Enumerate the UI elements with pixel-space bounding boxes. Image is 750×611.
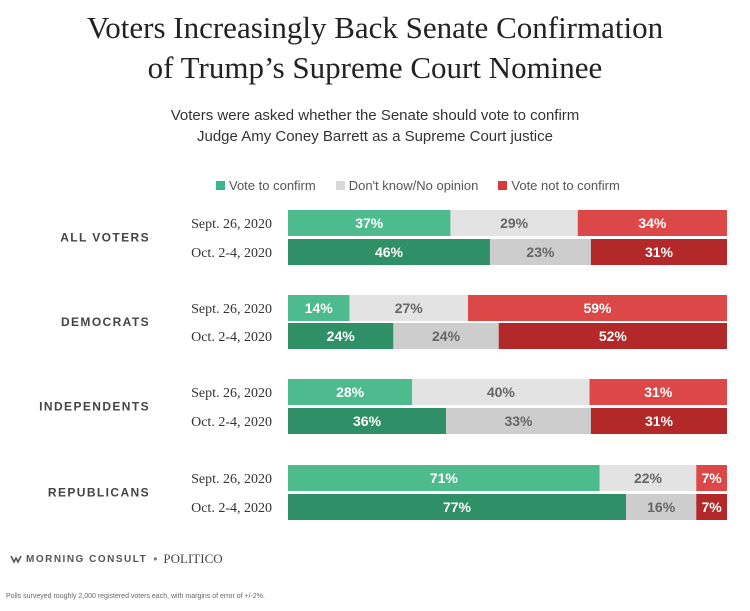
bar-label-independents-2-not-confirm: 31% bbox=[645, 413, 674, 429]
row-date-label-democrats-1: Sept. 26, 2020 bbox=[191, 302, 272, 317]
bar-democrats-2-no-opinion bbox=[393, 323, 499, 349]
bar-label-independents-2-confirm: 36% bbox=[353, 413, 382, 429]
bar-label-democrats-2-no-opinion: 24% bbox=[432, 328, 461, 344]
group-label-independents: INDEPENDENTS bbox=[39, 400, 150, 414]
chart-subtitle-line-1: Voters were asked whether the Senate sho… bbox=[170, 107, 580, 124]
legend-item-not-confirm: Vote not to confirm bbox=[498, 177, 620, 193]
chart-title-line-1: Voters Increasingly Back Senate Confirma… bbox=[86, 10, 664, 45]
bar-label-republicans-2-no-opinion: 16% bbox=[647, 499, 676, 515]
row-date-label-independents-1: Sept. 26, 2020 bbox=[191, 386, 272, 401]
legend-label-no-opinion: Don't know/No opinion bbox=[348, 177, 479, 193]
bar-label-all-voters-1-no-opinion: 29% bbox=[500, 215, 529, 231]
bar-all-voters-1-confirm bbox=[288, 210, 451, 236]
bar-independents-2-not-confirm bbox=[590, 408, 727, 434]
bar-label-republicans-2-confirm: 77% bbox=[443, 499, 472, 515]
chart-title: Voters Increasingly Back Senate Confirma… bbox=[0, 8, 750, 88]
bar-label-all-voters-2-no-opinion: 23% bbox=[526, 244, 555, 260]
legend-item-confirm: Vote to confirm bbox=[216, 178, 316, 193]
chart-legend: Vote to confirm Don't know/No opinion Vo… bbox=[216, 176, 640, 194]
row-date-label-republicans-1: Sept. 26, 2020 bbox=[191, 472, 272, 487]
bar-label-republicans-1-confirm: 71% bbox=[430, 470, 459, 486]
bar-independents-2-confirm bbox=[288, 408, 447, 434]
bar-label-democrats-1-confirm: 14% bbox=[305, 300, 334, 316]
group-label-all-voters: ALL VOTERS bbox=[60, 231, 150, 245]
brand-separator: • bbox=[153, 552, 158, 566]
bar-republicans-1-no-opinion bbox=[599, 465, 697, 491]
stacked-bar-chart: ALL VOTERS Sept. 26, 2020 37% 29% 34% Oct. 2-… bbox=[39, 210, 727, 520]
bar-label-all-voters-1-confirm: 37% bbox=[355, 215, 384, 231]
bar-label-all-voters-2-confirm: 46% bbox=[375, 244, 404, 260]
bar-label-independents-1-not-confirm: 31% bbox=[644, 384, 673, 400]
legend-swatch-no-opinion bbox=[335, 180, 345, 190]
bar-label-independents-2-no-opinion: 33% bbox=[504, 413, 533, 429]
row-date-label-independents-2: Oct. 2-4, 2020 bbox=[191, 415, 272, 430]
bar-all-voters-1-no-opinion bbox=[450, 210, 578, 236]
legend-label-not-confirm: Vote not to confirm bbox=[511, 177, 620, 193]
bar-democrats-1-confirm bbox=[288, 295, 350, 321]
legend-label-confirm: Vote to confirm bbox=[229, 177, 316, 193]
row-date-label-democrats-2: Oct. 2-4, 2020 bbox=[191, 330, 272, 345]
legend-swatch-not-confirm bbox=[498, 180, 508, 190]
chart-subtitle: Voters were asked whether the Senate sho… bbox=[0, 105, 750, 147]
bar-democrats-2-not-confirm bbox=[498, 323, 727, 349]
bar-all-voters-2-no-opinion bbox=[489, 239, 591, 265]
bar-republicans-2-confirm bbox=[288, 494, 627, 520]
bar-label-democrats-1-not-confirm: 59% bbox=[583, 300, 612, 316]
row-date-label-republicans-2: Oct. 2-4, 2020 bbox=[191, 501, 272, 516]
bar-republicans-2-not-confirm bbox=[696, 494, 727, 520]
chart-title-line-2: of Trump’s Supreme Court Nominee bbox=[147, 50, 603, 85]
legend-item-no-opinion: Don't know/No opinion bbox=[335, 177, 479, 193]
row-date-label-all-voters-1: Sept. 26, 2020 bbox=[191, 217, 272, 232]
bar-all-voters-2-not-confirm bbox=[590, 239, 727, 265]
group-label-republicans: REPUBLICANS bbox=[48, 486, 150, 500]
bar-label-democrats-2-confirm: 24% bbox=[327, 328, 356, 344]
bar-label-independents-1-no-opinion: 40% bbox=[487, 384, 516, 400]
bar-independents-1-confirm bbox=[288, 379, 413, 405]
footnote: Polls surveyed roughly 2,000 registered … bbox=[6, 593, 265, 600]
bar-all-voters-2-confirm bbox=[288, 239, 490, 265]
bar-label-independents-1-confirm: 28% bbox=[336, 384, 365, 400]
bar-republicans-2-no-opinion bbox=[626, 494, 697, 520]
bar-label-republicans-1-not-confirm: 7% bbox=[702, 470, 723, 486]
brand-morning-consult: MORNING CONSULT bbox=[26, 553, 148, 565]
bar-label-republicans-1-no-opinion: 22% bbox=[634, 470, 663, 486]
bar-republicans-1-confirm bbox=[288, 465, 600, 491]
bar-democrats-1-not-confirm bbox=[467, 295, 727, 321]
row-date-label-all-voters-2: Oct. 2-4, 2020 bbox=[191, 246, 272, 261]
footer-brand: MORNING CONSULT • POLITICO bbox=[10, 551, 223, 567]
chart-subtitle-line-2: Judge Amy Coney Barrett as a Supreme Cou… bbox=[196, 128, 553, 145]
bar-independents-2-no-opinion bbox=[446, 408, 591, 434]
brand-politico: POLITICO bbox=[163, 551, 223, 566]
bar-democrats-1-no-opinion bbox=[349, 295, 468, 321]
bar-democrats-2-confirm bbox=[288, 323, 394, 349]
group-label-democrats: DEMOCRATS bbox=[61, 315, 150, 329]
bar-independents-1-no-opinion bbox=[412, 379, 590, 405]
morning-consult-logo-icon bbox=[10, 555, 22, 564]
legend-swatch-confirm bbox=[216, 180, 225, 190]
bar-label-republicans-2-not-confirm: 7% bbox=[702, 499, 723, 515]
bar-republicans-1-not-confirm bbox=[696, 465, 727, 491]
bar-label-democrats-1-no-opinion: 27% bbox=[395, 300, 424, 316]
bar-label-all-voters-1-not-confirm: 34% bbox=[638, 215, 667, 231]
bar-all-voters-1-not-confirm bbox=[577, 210, 727, 236]
bar-independents-1-not-confirm bbox=[589, 379, 727, 405]
bar-label-democrats-2-not-confirm: 52% bbox=[599, 328, 628, 344]
bar-label-all-voters-2-not-confirm: 31% bbox=[645, 244, 674, 260]
